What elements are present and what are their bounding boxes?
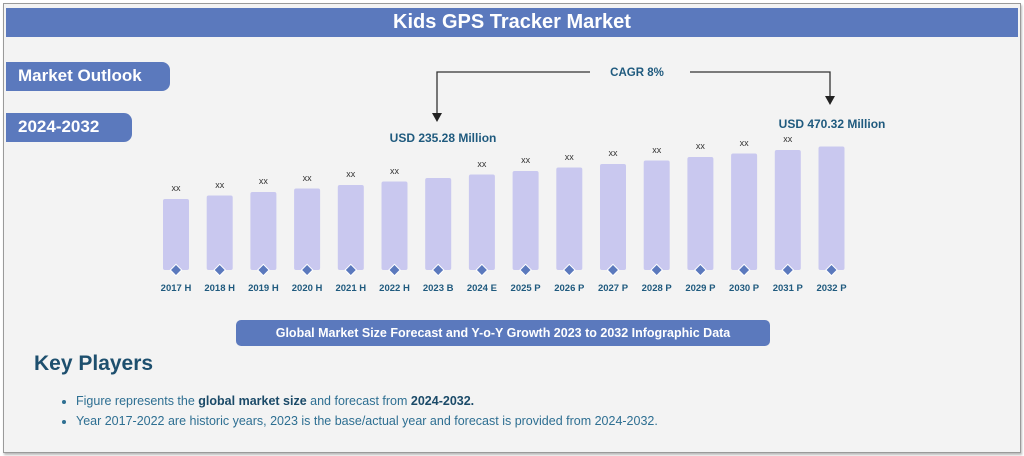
x-tick-label: 2023 B: [422, 283, 454, 294]
cagr-label: CAGR 8%: [610, 67, 664, 79]
x-tick-label: 2031 P: [772, 283, 803, 294]
x-tick-label: 2032 P: [816, 283, 847, 294]
bar-2018-H: [206, 195, 233, 270]
marker-diamond-icon: [169, 263, 183, 277]
data-label: xx: [346, 169, 356, 179]
note-bold: global market size: [198, 394, 307, 408]
note-text: Figure represents the: [76, 394, 199, 408]
data-label: xx: [171, 183, 181, 193]
x-tick-label: 2018 H: [204, 283, 236, 294]
marker-diamond-icon: [562, 263, 576, 277]
marker-diamond-icon: [737, 263, 751, 277]
data-label: xx: [477, 158, 487, 169]
marker-diamond-icon: [650, 263, 664, 277]
key-players-heading: Key Players: [34, 352, 154, 375]
x-tick-label: 2021 H: [335, 283, 367, 294]
x-tick-label: 2022 H: [379, 283, 410, 294]
bar-2025-P: [512, 171, 539, 270]
arrow-head-icon: [825, 96, 835, 105]
marker-diamond-icon: [213, 263, 227, 277]
bar-2030-P: [731, 153, 758, 270]
x-tick-label: 2017 H: [160, 283, 192, 294]
marker-diamond-icon: [431, 263, 445, 277]
note-text: and forecast from: [306, 394, 411, 408]
x-tick-label: 2026 P: [554, 283, 585, 294]
marker-diamond-icon: [344, 263, 358, 277]
marker-diamond-icon: [606, 263, 620, 277]
data-label: xx: [302, 172, 312, 183]
period-label: 2024-2032: [6, 113, 132, 142]
bar-2029-P: [687, 157, 714, 270]
data-label: xx: [215, 179, 225, 190]
bar-2019-H: [250, 192, 277, 270]
x-tick-label: 2028 P: [641, 283, 672, 294]
marker-diamond-icon: [781, 263, 795, 277]
bar-2024-E: [468, 174, 495, 270]
data-label: xx: [652, 144, 662, 155]
data-label: xx: [695, 141, 705, 151]
bar-2021-H: [337, 185, 364, 270]
x-tick-label: 2027 P: [597, 283, 629, 294]
x-tick-label: 2024 E: [466, 283, 497, 294]
cagr-arrow-left: [436, 71, 590, 118]
data-label: xx: [564, 151, 574, 162]
data-label: xx: [258, 176, 268, 186]
data-label: xx: [608, 148, 618, 158]
marker-diamond-icon: [388, 263, 401, 277]
bar-2023-B: [425, 178, 452, 270]
bar-2028-P: [643, 160, 670, 270]
market-outlook-label: Market Outlook: [6, 62, 170, 91]
note-item: Figure represents the global market size…: [76, 391, 658, 411]
data-label: xx: [390, 165, 399, 176]
notes-list: Figure represents the global market size…: [58, 391, 658, 431]
note-text: Year 2017-2022 are historic years, 2023 …: [76, 414, 658, 428]
bar-2027-P: [600, 164, 626, 270]
page-title: Kids GPS Tracker Market: [6, 8, 1018, 37]
marker-diamond-icon: [300, 263, 314, 277]
annotation-2023: USD 235.28 Million: [389, 131, 497, 145]
marker-diamond-icon: [475, 263, 489, 277]
marker-diamond-icon: [825, 263, 838, 277]
note-item: Year 2017-2022 are historic years, 2023 …: [76, 411, 658, 431]
note-bold: 2024-2032.: [410, 394, 475, 408]
marker-diamond-icon: [257, 263, 270, 277]
bar-2032-P: [818, 146, 845, 270]
marker-diamond-icon: [694, 263, 707, 277]
bar-2022-H: [381, 181, 408, 270]
data-label: xx: [739, 137, 749, 148]
x-tick-label: 2020 H: [291, 283, 323, 294]
data-label: xx: [521, 155, 531, 165]
x-tick-label: 2019 H: [248, 283, 279, 294]
bar-2026-P: [556, 167, 583, 270]
bar-2020-H: [294, 188, 321, 270]
arrow-head-icon: [432, 113, 442, 122]
x-tick-label: 2030 P: [729, 283, 760, 294]
cagr-arrow-right: [690, 71, 831, 100]
chart-caption: Global Market Size Forecast and Y-o-Y Gr…: [236, 320, 770, 346]
bar-2017-H: [163, 199, 189, 270]
x-tick-label: 2029 P: [685, 283, 716, 294]
annotation-2032: USD 470.32 Million: [778, 117, 886, 131]
bar-2031-P: [774, 150, 801, 270]
marker-diamond-icon: [519, 263, 532, 277]
x-tick-label: 2025 P: [510, 283, 541, 294]
data-label: xx: [783, 134, 793, 144]
